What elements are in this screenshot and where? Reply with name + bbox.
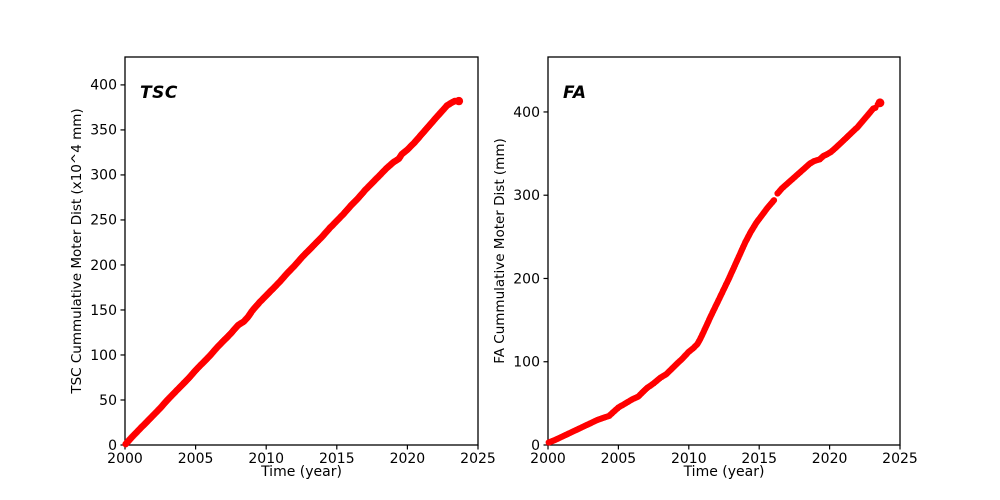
data-point [454,96,464,106]
plot-title-fa: FA [563,83,587,103]
y-tick-label: 300 [90,168,117,184]
axes-box [547,56,901,446]
x-tick-label: 2015 [319,451,355,467]
data-point [875,98,885,108]
x-axis-label-tsc: Time (year) [261,464,342,480]
y-tick-label: 350 [90,123,117,139]
x-tick-label: 2025 [882,451,918,467]
x-tick-label: 2025 [460,451,496,467]
x-tick-label: 2005 [178,451,214,467]
axes-box [124,56,479,446]
data-point [770,197,778,204]
y-tick-label: 100 [90,348,117,364]
x-axis-label-fa: Time (year) [683,464,765,480]
y-axis-label-tsc: TSC Cummulative Moter Dist (x10^4 mm) [69,108,85,394]
y-tick-label: 400 [513,105,540,121]
y-tick-label: 0 [531,438,540,454]
x-tick-label: 2015 [741,451,777,467]
x-tick-label: 2005 [601,451,637,467]
y-tick-label: 200 [513,271,540,287]
y-tick-label: 200 [90,258,117,274]
y-tick-label: 50 [99,393,117,409]
x-tick-label: 2000 [107,451,143,467]
y-tick-label: 100 [513,355,540,371]
x-tick-label: 2020 [812,451,848,467]
y-axis-label-fa: FA Cummulative Moter Dist (mm) [492,138,508,364]
y-tick-label: 150 [90,303,117,319]
y-tick-label: 400 [90,78,117,94]
y-tick-label: 0 [108,438,117,454]
y-tick-label: 250 [90,213,117,229]
x-tick-label: 2010 [248,451,284,467]
y-tick-label: 300 [513,188,540,204]
x-tick-label: 2010 [671,451,707,467]
plot-title-tsc: TSC [140,83,178,103]
x-tick-label: 2000 [530,451,566,467]
x-tick-label: 2020 [390,451,426,467]
